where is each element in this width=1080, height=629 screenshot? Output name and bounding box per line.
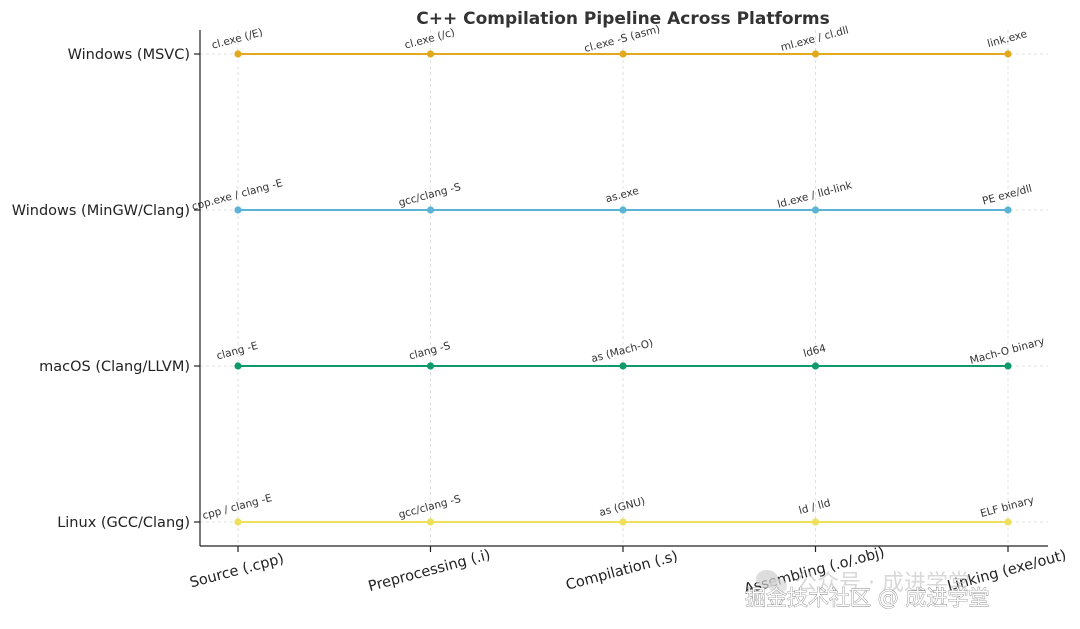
watermark: 公众号 · 成进学堂 掘金技术社区 @ 成进学堂	[745, 570, 990, 610]
data-label: ld / lld	[798, 497, 832, 517]
data-point	[234, 518, 242, 526]
data-point	[1004, 362, 1012, 370]
data-point	[811, 206, 820, 214]
y-tick-label: Windows (MinGW/Clang)	[12, 203, 190, 219]
data-label: cl.exe (/c)	[403, 27, 456, 52]
watermark-text: 掘金技术社区 @ 成进学堂	[745, 586, 989, 610]
y-tick-label: Windows (MSVC)	[68, 47, 190, 63]
data-label: link.exe	[986, 28, 1028, 50]
data-point	[1004, 206, 1012, 214]
data-label: as.exe	[604, 185, 640, 205]
data-point	[1004, 50, 1012, 58]
watermark-faint-text: 公众号 · 成进学堂	[795, 571, 970, 596]
x-tick-label: Preprocessing (.i)	[367, 547, 493, 595]
data-label: clang -E	[215, 340, 259, 363]
y-tick-label: Linux (GCC/Clang)	[57, 515, 190, 531]
grid-lines	[200, 30, 1048, 546]
data-label: cpp / clang -E	[201, 492, 273, 522]
data-point	[811, 362, 820, 370]
data-label: gcc/clang -S	[397, 181, 462, 209]
data-point	[619, 206, 627, 214]
data-label: gcc/clang -S	[397, 493, 462, 521]
data-point	[811, 50, 820, 58]
data-labels: cl.exe (/E) cl.exe (/c) cl.exe -S (asm) ml.…	[191, 23, 1046, 522]
x-tick-label: Compilation (.s)	[564, 549, 679, 594]
data-point	[619, 518, 627, 526]
wechat-icon	[756, 570, 787, 594]
data-point	[811, 518, 820, 526]
data-label: as (GNU)	[598, 495, 647, 519]
x-tick-label: Source (.cpp)	[188, 551, 286, 591]
data-point	[426, 50, 435, 58]
data-point	[234, 50, 242, 58]
data-point	[619, 362, 627, 370]
data-point	[426, 206, 435, 214]
data-point	[234, 206, 242, 214]
data-point	[619, 50, 627, 58]
chart-title: C++ Compilation Pipeline Across Platform…	[416, 9, 830, 29]
data-point	[1004, 518, 1012, 526]
data-label: ELF binary	[979, 494, 1035, 520]
data-points	[234, 50, 1012, 526]
data-label: ld64	[802, 342, 828, 360]
data-label: cl.exe (/E)	[210, 27, 264, 52]
data-point	[426, 518, 435, 526]
axes	[199, 30, 1048, 547]
data-label: PE exe/dll	[981, 183, 1033, 208]
data-label: as (Mach-O)	[590, 337, 655, 365]
y-tick-label: macOS (Clang/LLVM)	[39, 359, 190, 375]
data-point	[426, 362, 435, 370]
data-label: clang -S	[408, 340, 452, 363]
y-tick-labels: Windows (MSVC) Windows (MinGW/Clang) macOS…	[12, 47, 200, 531]
data-label: Mach-O binary	[969, 335, 1046, 366]
data-point	[234, 362, 242, 370]
